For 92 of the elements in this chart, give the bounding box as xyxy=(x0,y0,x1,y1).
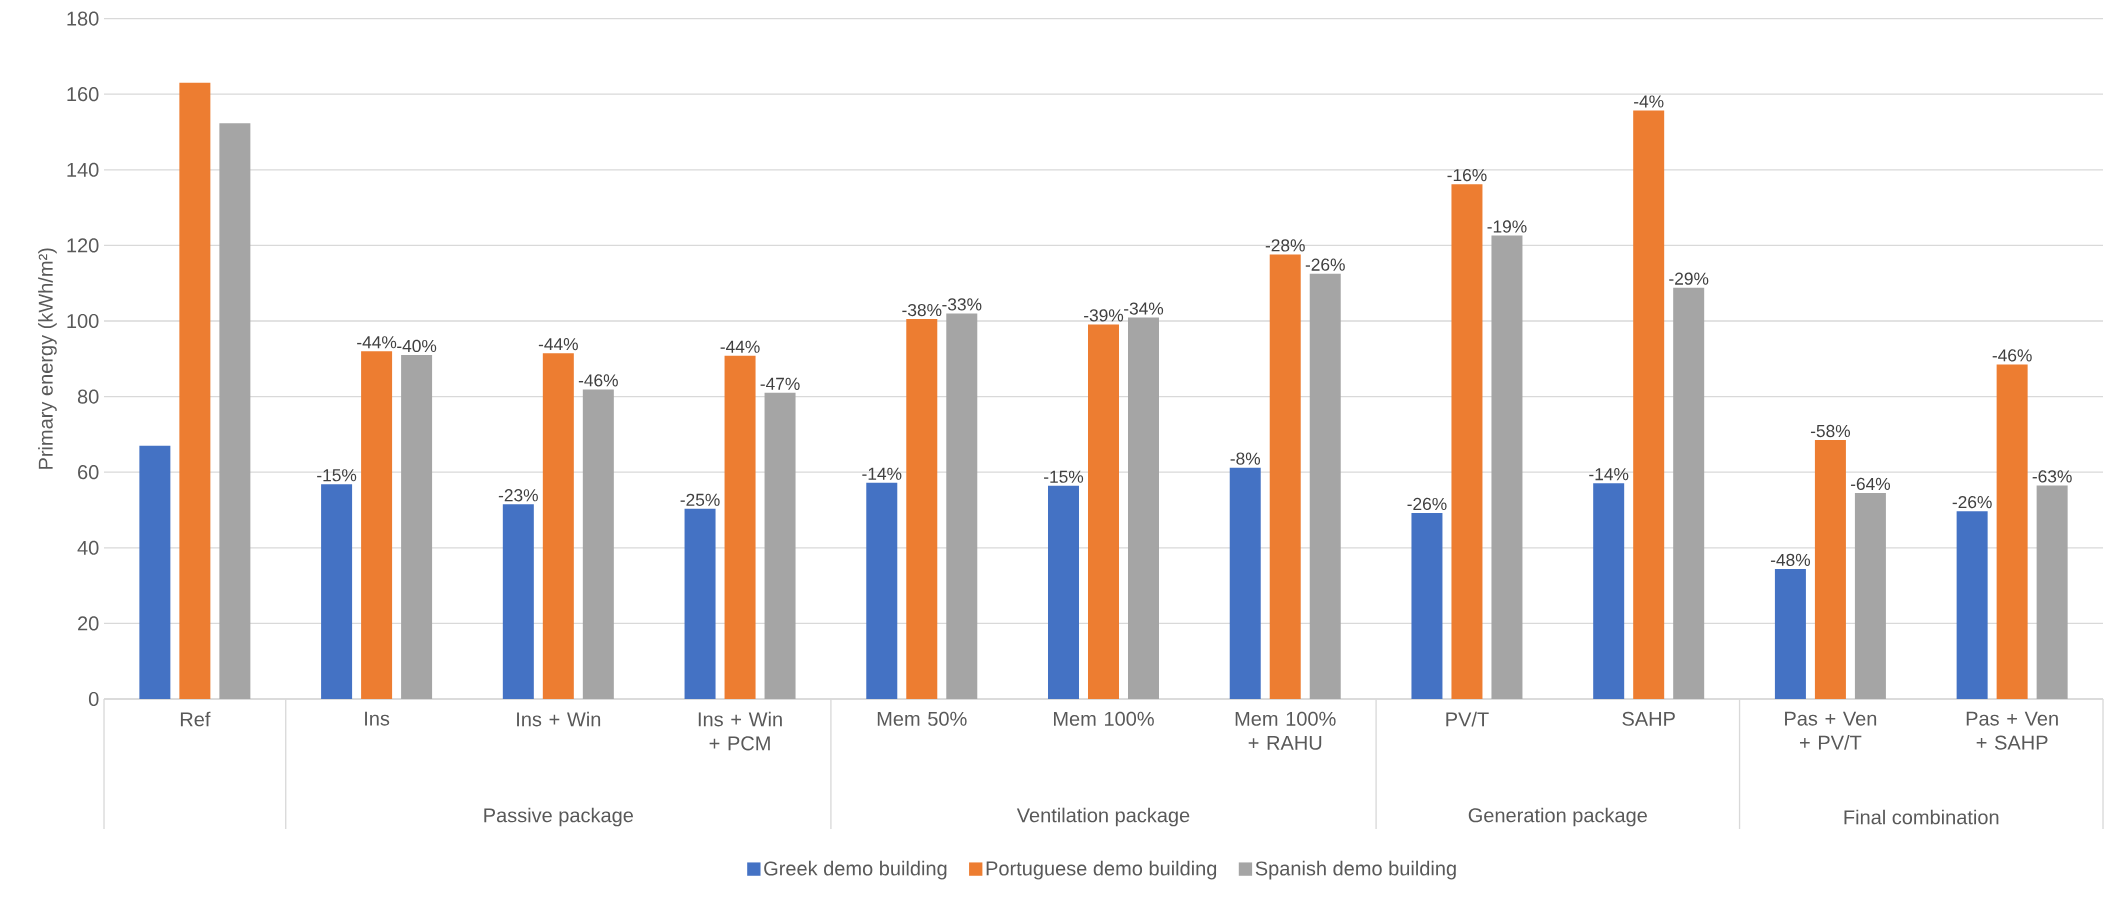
bar xyxy=(724,355,756,699)
bar xyxy=(1996,364,2028,699)
x-tick-label: Ins + Win xyxy=(517,711,601,727)
legend-label: Portuguese demo building xyxy=(986,860,1217,880)
bar xyxy=(1814,440,1846,699)
annotation: -44% xyxy=(720,340,760,353)
annotation: -16% xyxy=(1447,168,1487,182)
bar xyxy=(1774,568,1806,699)
bar xyxy=(502,504,534,699)
y-tick-label: 80 xyxy=(77,389,99,404)
annotation: -23% xyxy=(498,489,538,502)
annotation: -15% xyxy=(1044,470,1084,483)
bar xyxy=(1956,511,1988,699)
text: Generation package xyxy=(1468,807,1647,827)
bar xyxy=(361,351,393,699)
annotation: -58% xyxy=(1810,424,1851,438)
annotation: -15% xyxy=(317,469,357,482)
text: Final combination xyxy=(1844,809,1999,825)
y-tick-label: 60 xyxy=(78,465,99,480)
bar xyxy=(1593,483,1625,699)
bar xyxy=(1673,287,1705,699)
annotation: -28% xyxy=(1265,239,1305,252)
annotation: -63% xyxy=(2032,470,2072,483)
bar xyxy=(946,313,978,699)
y-tick-label: 20 xyxy=(78,616,99,631)
annotation: -33% xyxy=(942,298,982,311)
bar xyxy=(542,353,574,699)
bar xyxy=(179,82,211,699)
annotation: -64% xyxy=(1850,477,1891,491)
y-tick-label: 180 xyxy=(67,11,99,26)
y-axis-title: Primary energy (kWh/m²) xyxy=(38,248,57,469)
annotation: -26% xyxy=(1305,258,1345,271)
bar xyxy=(1633,110,1665,699)
annotation: -47% xyxy=(760,377,800,390)
bar xyxy=(1411,513,1443,699)
x-tick-label: PV/T xyxy=(1446,711,1489,727)
bar xyxy=(2036,485,2068,699)
annotation: -46% xyxy=(578,374,618,387)
annotation: -48% xyxy=(1770,553,1811,567)
x-tick-label: Pas + Ven + PV/T xyxy=(1785,711,1877,750)
legend-label: Greek demo building xyxy=(764,860,947,880)
y-tick-label: 40 xyxy=(77,540,99,555)
bar xyxy=(401,355,433,699)
y-tick-label: 140 xyxy=(67,162,99,177)
bar xyxy=(1451,184,1483,699)
annotation: -8% xyxy=(1230,452,1261,465)
annotation: -44% xyxy=(538,338,578,351)
text: Ventilation package xyxy=(1016,807,1190,827)
bar xyxy=(219,123,251,699)
annotation: -39% xyxy=(1084,309,1124,322)
bar xyxy=(1269,254,1301,699)
annotation: -46% xyxy=(1992,349,2032,362)
annotation: -34% xyxy=(1124,302,1164,315)
annotation: -44% xyxy=(357,336,397,349)
annotation: -29% xyxy=(1669,272,1709,285)
legend-label: Spanish demo building xyxy=(1255,860,1456,880)
bar xyxy=(582,389,614,699)
x-tick-label: SAHP xyxy=(1622,711,1675,726)
x-tick-label: Pas + Ven + SAHP xyxy=(1966,711,2058,750)
annotation: -14% xyxy=(1589,468,1629,481)
x-tick-label: Ref xyxy=(180,711,211,727)
x-tick-label: Mem 50% xyxy=(877,711,967,726)
text: Passive package xyxy=(484,807,633,827)
bar xyxy=(1088,324,1120,699)
bar xyxy=(321,484,353,699)
y-tick-label: 100 xyxy=(67,313,99,329)
annotation: -4% xyxy=(1634,95,1664,108)
annotation: -38% xyxy=(902,303,942,317)
y-tick-label: 160 xyxy=(67,87,99,102)
x-tick-label: Ins + Win + PCM xyxy=(698,711,782,751)
bar xyxy=(139,445,171,699)
bar xyxy=(1128,317,1159,699)
y-tick-label: 0 xyxy=(88,691,99,707)
bar xyxy=(1048,485,1079,699)
bar xyxy=(1854,492,1886,699)
bar xyxy=(1309,273,1341,699)
annotation: -25% xyxy=(680,493,720,506)
bar xyxy=(906,319,938,699)
x-tick-label: Mem 100% xyxy=(1054,711,1154,726)
annotation: -26% xyxy=(1952,495,1992,509)
annotation: -26% xyxy=(1407,497,1447,511)
x-tick-label: Ins xyxy=(365,711,390,726)
annotation: -14% xyxy=(862,467,902,480)
bar xyxy=(684,508,716,699)
annotation: -40% xyxy=(397,339,437,353)
annotation: -19% xyxy=(1487,220,1527,233)
bar xyxy=(764,392,796,699)
y-tick-label: 120 xyxy=(67,238,99,253)
bar xyxy=(1491,235,1523,699)
bar xyxy=(1229,467,1261,699)
bar xyxy=(866,482,898,699)
x-tick-label: Mem 100% + RAHU xyxy=(1235,711,1336,750)
